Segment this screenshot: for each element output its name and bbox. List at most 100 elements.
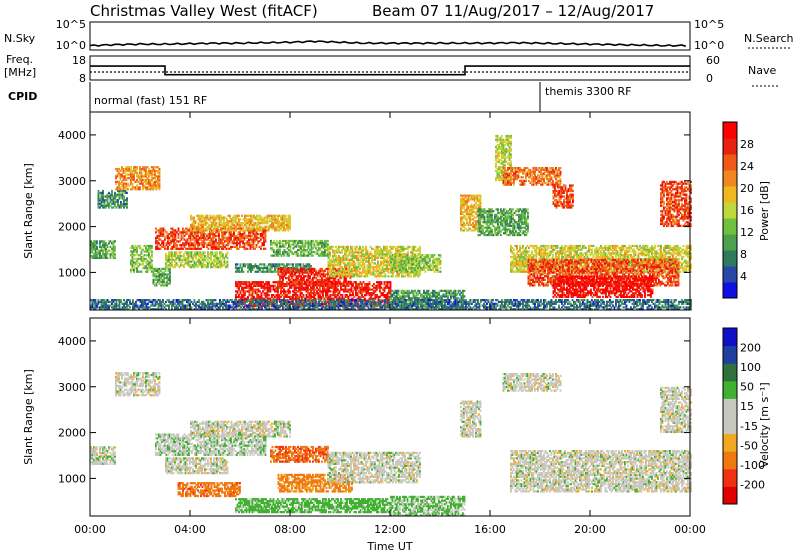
heatmap-cell: [296, 294, 299, 297]
heatmap-cell: [359, 286, 362, 289]
heatmap-cell: [230, 225, 233, 228]
heatmap-cell: [190, 223, 192, 227]
heatmap-cell: [155, 169, 158, 173]
heatmap-cell: [336, 258, 339, 261]
heatmap-cell: [224, 233, 226, 236]
heatmap-cell: [106, 199, 109, 202]
heatmap-cell: [109, 255, 112, 258]
heatmap-cell: [380, 262, 382, 265]
heatmap-cell: [278, 227, 281, 230]
heatmap-cell: [283, 249, 286, 252]
heatmap-cell: [263, 286, 266, 289]
heatmap-cell: [219, 251, 221, 254]
heatmap-cell: [346, 284, 349, 287]
heatmap-cell: [212, 247, 214, 250]
heatmap-cell: [283, 225, 285, 228]
heatmap-cell: [157, 169, 159, 173]
heatmap-cell: [307, 239, 310, 243]
heatmap-cell: [374, 286, 377, 289]
heatmap-cell: [193, 255, 196, 258]
heatmap-cell: [256, 297, 258, 300]
heatmap-cell: [285, 267, 287, 271]
heatmap-cell: [282, 282, 284, 285]
heatmap-cell: [287, 290, 290, 293]
heatmap-cell: [224, 240, 226, 243]
heatmap-cell: [211, 222, 213, 225]
heatmap-cell: [291, 252, 293, 255]
heatmap-cell: [283, 222, 285, 225]
heatmap-cell: [185, 244, 187, 247]
heatmap-cell: [336, 260, 339, 263]
heatmap-cell: [279, 278, 281, 282]
heatmap-cell: [143, 259, 146, 262]
heatmap-cell: [116, 180, 119, 184]
heatmap-cell: [216, 227, 219, 230]
heatmap-cell: [292, 294, 294, 297]
heatmap-cell: [325, 245, 328, 248]
heatmap-cell: [411, 266, 413, 270]
heatmap-cell: [429, 265, 431, 268]
heatmap-cell: [247, 290, 249, 293]
heatmap-cell: [355, 294, 357, 297]
heatmap-cell: [177, 255, 179, 258]
heatmap-cell: [351, 260, 354, 263]
heatmap-cell: [335, 297, 338, 300]
heatmap-cell: [173, 238, 175, 241]
heatmap-cell: [102, 199, 104, 202]
heatmap-cell: [286, 227, 288, 230]
heatmap-cell: [169, 255, 172, 258]
heatmap-cell: [341, 275, 343, 278]
heatmap-cell: [353, 269, 355, 272]
heatmap-cell: [283, 239, 286, 243]
heatmap-cell: [188, 245, 190, 249]
heatmap-cell: [323, 288, 326, 291]
heatmap-cell: [278, 270, 281, 273]
heatmap-cell: [251, 225, 254, 228]
heatmap-cell: [206, 245, 208, 249]
heatmap-cell: [374, 294, 377, 297]
heatmap-cell: [137, 254, 140, 257]
heatmap-cell: [206, 244, 208, 247]
heatmap-cell: [146, 261, 149, 264]
heatmap-cell: [242, 288, 245, 291]
heatmap-cell: [351, 251, 354, 254]
heatmap-cell: [214, 264, 217, 267]
heatmap-cell: [429, 263, 431, 266]
heatmap-cell: [284, 218, 287, 221]
heatmap-cell: [307, 277, 310, 280]
heatmap-cell: [292, 297, 294, 300]
heatmap-cell: [148, 169, 150, 173]
heatmap-cell: [90, 245, 92, 249]
heatmap-cell: [156, 234, 159, 238]
heatmap-cell: [384, 267, 387, 271]
heatmap-cell: [335, 281, 338, 284]
heatmap-cell: [327, 245, 330, 249]
heatmap-cell: [349, 282, 352, 285]
heatmap-cell: [364, 286, 366, 289]
station-title: Christmas Valley West (fitACF): [90, 2, 318, 20]
heatmap-cell: [90, 249, 92, 252]
heatmap-cell: [324, 273, 326, 276]
heatmap-cell: [307, 241, 310, 244]
heatmap-cell: [264, 227, 267, 230]
heatmap-cell: [292, 243, 295, 246]
heatmap-cell: [209, 214, 212, 217]
heatmap-cell: [203, 216, 206, 219]
heatmap-cell: [317, 295, 320, 299]
heatmap-cell: [333, 255, 336, 258]
heatmap-cell: [190, 253, 193, 256]
heatmap-cell: [268, 281, 270, 284]
heatmap-cell: [96, 247, 98, 250]
heatmap-cell: [344, 271, 346, 274]
heatmap-cell: [186, 256, 188, 260]
heatmap-cell: [223, 218, 225, 221]
heatmap-cell: [199, 214, 201, 217]
heatmap-cell: [143, 167, 146, 171]
heatmap-cell: [362, 281, 365, 284]
heatmap-cell: [149, 257, 152, 261]
heatmap-cell: [353, 286, 356, 289]
heatmap-cell: [361, 286, 363, 289]
heatmap-cell: [335, 258, 337, 261]
heatmap-cell: [210, 266, 212, 269]
heatmap-cell: [330, 280, 332, 283]
